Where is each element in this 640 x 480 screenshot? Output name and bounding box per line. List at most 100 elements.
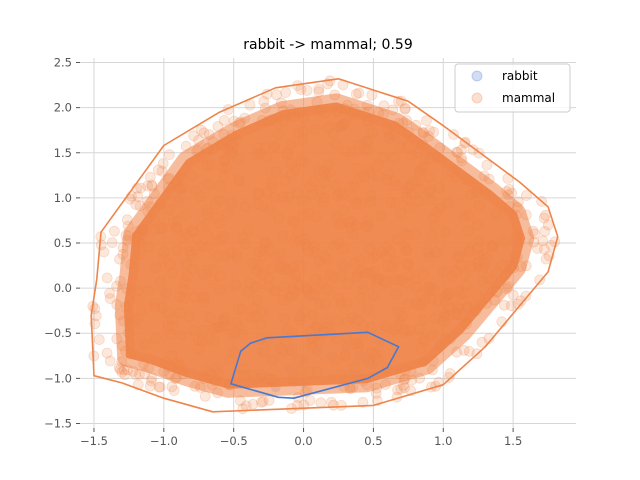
mammal-point (133, 284, 145, 296)
mammal-point (447, 167, 459, 179)
mammal-point (414, 372, 426, 384)
mammal-point (285, 104, 296, 116)
mammal-point (215, 180, 227, 192)
mammal-point (355, 292, 367, 304)
mammal-point (164, 258, 176, 270)
mammal-point (120, 301, 132, 313)
mammal-point (325, 396, 337, 408)
mammal-point (508, 262, 520, 274)
mammal-point (125, 348, 137, 360)
mammal-point (206, 379, 218, 391)
mammal-point (294, 260, 305, 271)
mammal-point (337, 189, 349, 201)
mammal-point (239, 201, 251, 213)
mammal-point (322, 284, 334, 296)
mammal-point (281, 148, 293, 160)
mammal-point (402, 298, 414, 310)
mammal-point (197, 324, 209, 336)
mammal-point (538, 212, 550, 224)
mammal-point (362, 220, 374, 232)
mammal-point (444, 309, 456, 321)
mammal-point (279, 175, 291, 186)
mammal-point (339, 117, 351, 129)
mammal-point (134, 249, 146, 261)
mammal-point (379, 275, 391, 287)
mammal-point (351, 162, 362, 174)
mammal-point (297, 126, 309, 137)
mammal-point (122, 220, 134, 232)
mammal-point (283, 291, 295, 303)
mammal-point (192, 334, 204, 346)
mammal-point (292, 226, 304, 238)
mammal-point (318, 192, 330, 204)
mammal-point (255, 369, 267, 381)
mammal-point (454, 288, 466, 300)
mammal-point (163, 361, 175, 373)
mammal-point (409, 273, 421, 285)
mammal-point (222, 144, 234, 156)
mammal-point (411, 281, 423, 293)
mammal-point (294, 310, 306, 322)
hull-lines (90, 78, 559, 413)
mammal-point (279, 313, 291, 325)
y-tick-label: 2.0 (54, 101, 72, 115)
mammal-point (257, 250, 269, 261)
mammal-point (217, 314, 229, 326)
mammal-point (256, 200, 268, 212)
mammal-point (366, 321, 378, 333)
mammal-point (253, 187, 265, 199)
mammal-point (208, 335, 220, 347)
mammal-point (434, 142, 446, 154)
mammal-point (455, 144, 467, 156)
mammal-point (217, 162, 229, 174)
mammal-point (136, 223, 148, 235)
mammal-point (212, 387, 224, 399)
mammal-point (502, 189, 514, 201)
mammal-point (365, 196, 377, 208)
mammal-point (341, 99, 353, 111)
mammal-point (330, 179, 342, 191)
mammal-point (210, 375, 221, 387)
mammal-point (401, 258, 413, 270)
mammal-point (300, 281, 312, 293)
mammal-point (486, 241, 498, 253)
mammal-point (251, 265, 263, 277)
mammal-point (346, 146, 358, 158)
mammal-point (410, 297, 422, 309)
mammal-point (301, 85, 313, 96)
mammal-point (344, 181, 356, 193)
chart-title: rabbit -> mammal; 0.59 (243, 37, 412, 53)
mammal-point (171, 215, 183, 227)
mammal-point (515, 295, 527, 307)
mammal-point (340, 332, 352, 343)
mammal-point (377, 109, 389, 121)
mammal-point (256, 269, 268, 281)
mammal-point (136, 305, 147, 317)
mammal-point (340, 146, 352, 157)
mammal-point (459, 269, 471, 281)
mammal-point (471, 288, 483, 300)
mammal-point (123, 327, 134, 339)
mammal-point (383, 168, 395, 180)
y-tick-label: 0.5 (54, 236, 72, 250)
mammal-point (195, 124, 207, 136)
mammal-point (207, 322, 219, 334)
mammal-point (123, 230, 135, 242)
mammal-point (181, 270, 193, 282)
mammal-point (461, 279, 473, 291)
mammal-point (170, 221, 182, 233)
mammal-point (315, 397, 327, 409)
mammal-point (362, 116, 374, 127)
mammal-point (360, 351, 372, 363)
mammal-point (187, 263, 199, 275)
mammal-point (332, 238, 344, 249)
mammal-point (348, 109, 360, 121)
mammal-point (178, 182, 190, 194)
mammal-point (461, 173, 473, 185)
mammal-point (366, 347, 378, 359)
mammal-point (510, 231, 522, 243)
mammal-point (130, 232, 142, 244)
mammal-point (287, 283, 299, 295)
mammal-point (261, 186, 273, 198)
mammal-point (356, 266, 368, 277)
